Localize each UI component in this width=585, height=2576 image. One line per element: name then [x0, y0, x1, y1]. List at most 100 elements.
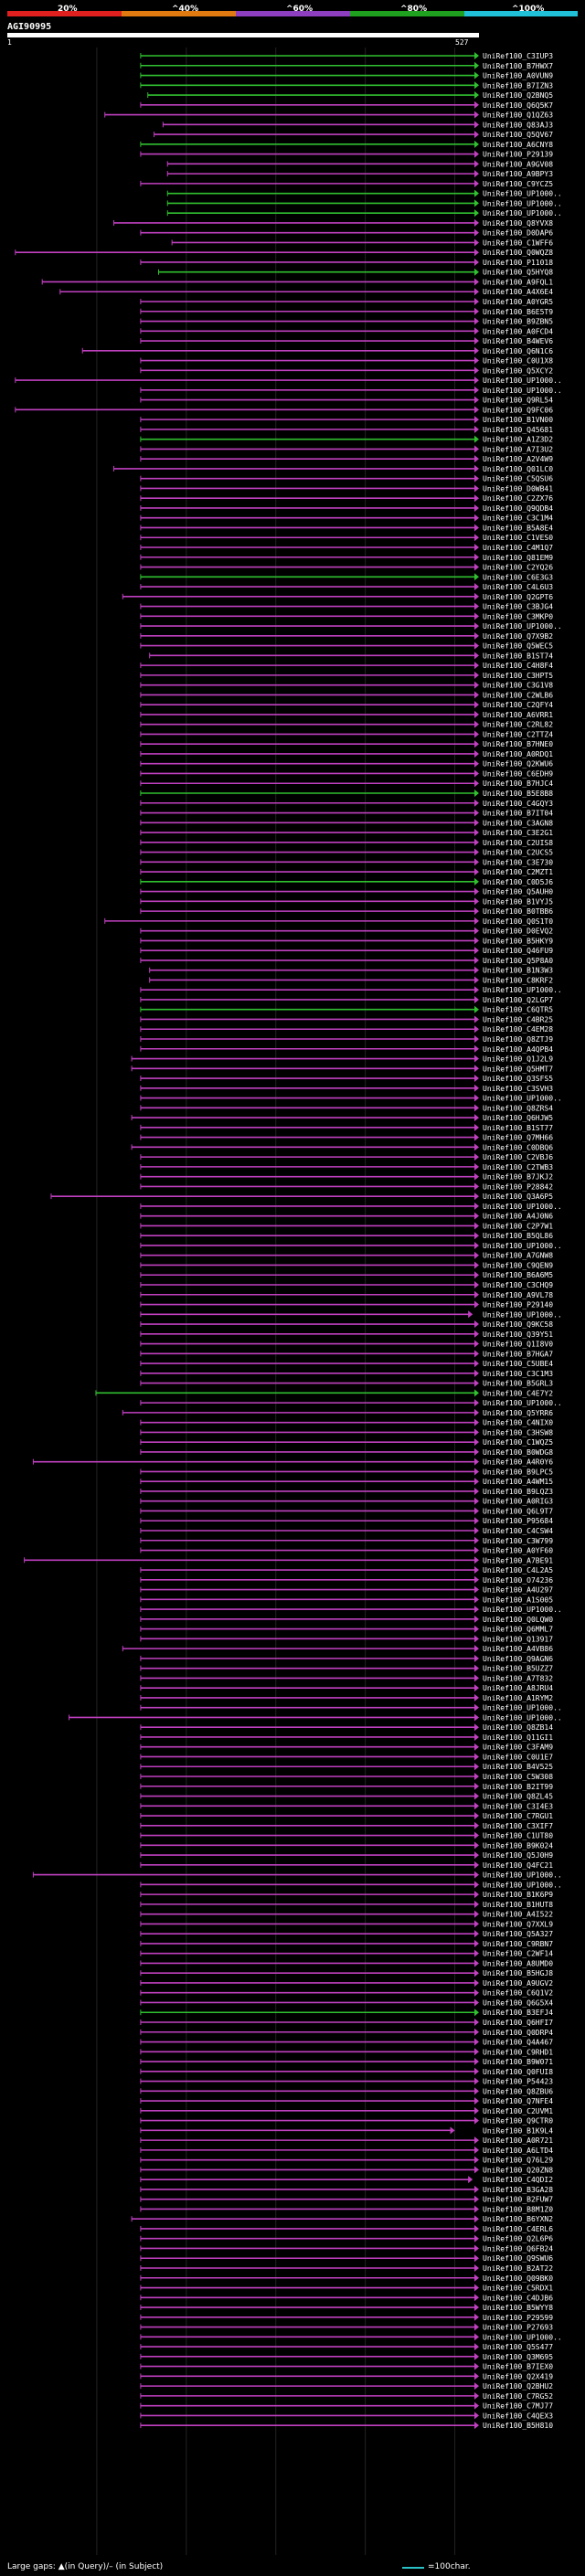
hit-arrow: [474, 1871, 479, 1879]
hit-label: UniRef100_Q0WQZ8: [483, 249, 553, 257]
hit-label: UniRef100_UP1000..: [483, 1704, 562, 1712]
hit-arrow: [474, 2009, 479, 2017]
hit-label: UniRef100_A7T832: [483, 1674, 553, 1682]
hit-arrow: [474, 1428, 479, 1436]
hit-arrow: [474, 2343, 479, 2351]
hit-label: UniRef100_A9GV08: [483, 160, 553, 168]
hit-arrow: [474, 2097, 479, 2105]
hit-label: UniRef100_B9K024: [483, 1841, 553, 1850]
hit-arrow: [474, 1379, 479, 1387]
hit-arrow: [474, 1320, 479, 1329]
hit-arrow: [474, 1193, 479, 1201]
hit-arrow: [474, 631, 479, 640]
hit-arrow: [474, 1674, 479, 1682]
hit-arrow: [474, 799, 479, 807]
hit-arrow: [474, 1693, 479, 1701]
hit-label: UniRef100_Q5S477: [483, 2343, 553, 2351]
hit-label: UniRef100_B1HUT8: [483, 1901, 553, 1909]
hit-arrow: [474, 1340, 479, 1348]
hit-label: UniRef100_B6E5T9: [483, 308, 553, 316]
hit-label: UniRef100_A4X6E4: [483, 288, 553, 296]
hit-arrow: [474, 337, 479, 345]
hit-arrow: [474, 1585, 479, 1594]
hit-label: UniRef100_C4L6U3: [483, 583, 553, 591]
hit-label: UniRef100_C2UCS5: [483, 849, 553, 857]
hit-label: UniRef100_B0TBB6: [483, 907, 553, 916]
hit-label: UniRef100_Q9CTR0: [483, 2117, 553, 2125]
hit-label: UniRef100_C0DBQ6: [483, 1143, 553, 1151]
hit-label: UniRef100_Q9AGN6: [483, 1655, 553, 1663]
hit-arrow: [474, 1635, 479, 1643]
hit-arrow: [474, 327, 479, 335]
hit-label: UniRef100_Q81EM9: [483, 554, 553, 562]
hit-label: UniRef100_Q6HJW5: [483, 1114, 553, 1122]
hit-label: UniRef100_P29139: [483, 151, 553, 159]
hit-arrow: [474, 573, 479, 581]
hit-arrow: [474, 1222, 479, 1230]
hit-arrow: [474, 455, 479, 463]
hit-arrow: [474, 228, 479, 237]
hit-label: UniRef100_C4EM28: [483, 1025, 553, 1034]
hit-arrow: [474, 2244, 479, 2253]
hit-label: UniRef100_C3C1M3: [483, 1370, 553, 1378]
hit-arrow: [474, 2136, 479, 2145]
hit-label: UniRef100_C2TTZ4: [483, 730, 553, 738]
hit-label: UniRef100_Q3SFS5: [483, 1075, 553, 1083]
hit-label: UniRef100_C9QEN9: [483, 1261, 553, 1269]
hit-label: UniRef100_UP1000..: [483, 199, 562, 207]
hit-label: UniRef100_C4E7Y2: [483, 1389, 553, 1397]
hit-arrow: [474, 2333, 479, 2341]
hit-label: UniRef100_B7HGA7: [483, 1350, 553, 1358]
hit-arrow: [474, 2048, 479, 2056]
hit-arrow: [474, 1792, 479, 1800]
hit-label: UniRef100_B7IEX0: [483, 2363, 553, 2371]
hit-arrow: [474, 1123, 479, 1131]
hit-arrow: [474, 1575, 479, 1584]
hit-arrow: [474, 1920, 479, 1928]
hit-arrow: [474, 2205, 479, 2213]
hit-label: UniRef100_Q0DRP4: [483, 2029, 553, 2037]
hit-arrow: [474, 749, 479, 758]
hit-arrow: [474, 2294, 479, 2302]
hit-arrow: [474, 759, 479, 768]
hit-label: UniRef100_Q7XXL9: [483, 1920, 553, 1928]
hit-arrow: [474, 2391, 479, 2400]
hit-label: UniRef100_P95684: [483, 1517, 553, 1525]
hit-label: UniRef100_C3BJG4: [483, 603, 553, 611]
hit-label: UniRef100_C5QSU6: [483, 475, 553, 483]
hit-label: UniRef100_A1S005: [483, 1595, 553, 1604]
hit-label: UniRef100_Q4FC21: [483, 1861, 553, 1870]
hit-arrow: [474, 1290, 479, 1299]
hit-label: UniRef100_B5E8B8: [483, 790, 553, 798]
hit-label: UniRef100_Q5WEC5: [483, 642, 553, 651]
hit-arrow: [474, 376, 479, 385]
hit-label: UniRef100_A4J0N6: [483, 1213, 553, 1221]
hit-arrow: [474, 464, 479, 472]
hit-label: UniRef100_B9LQZ3: [483, 1488, 553, 1496]
hit-label: UniRef100_C9YCZ5: [483, 180, 553, 188]
hit-arrow: [474, 406, 479, 414]
hit-label: UniRef100_A0YF60: [483, 1547, 553, 1555]
hit-label: UniRef100_C2ZX76: [483, 494, 553, 503]
hit-label: UniRef100_UP1000..: [483, 1399, 562, 1407]
hit-label: UniRef100_Q5J0H9: [483, 1851, 553, 1860]
query-bar: [7, 33, 479, 37]
hit-label: UniRef100_Q9RL54: [483, 397, 553, 405]
hit-label: UniRef100_B8M1Z0: [483, 2205, 553, 2213]
hit-arrow: [474, 209, 479, 217]
hit-arrow: [474, 2077, 479, 2085]
hit-label: UniRef100_C0U1E7: [483, 1753, 553, 1761]
hit-arrow: [474, 346, 479, 355]
hit-label: UniRef100_C1UT80: [483, 1832, 553, 1840]
footer-gaps-legend: Large gaps: ▲(in Query)/– (in Subject): [7, 2562, 164, 2571]
hit-label: UniRef100_UP1000..: [483, 1242, 562, 1250]
hit-label: UniRef100_B4V525: [483, 1763, 553, 1771]
hit-label: UniRef100_B1ST77: [483, 1124, 553, 1132]
hit-arrow: [474, 1330, 479, 1338]
hit-label: UniRef100_Q3A6P5: [483, 1193, 553, 1201]
hit-arrow: [474, 199, 479, 207]
hit-arrow: [474, 1172, 479, 1181]
hit-label: UniRef100_Q1I8V0: [483, 1341, 553, 1349]
hit-label: UniRef100_A4R0Y6: [483, 1458, 553, 1467]
hit-label: UniRef100_P54423: [483, 2078, 553, 2086]
